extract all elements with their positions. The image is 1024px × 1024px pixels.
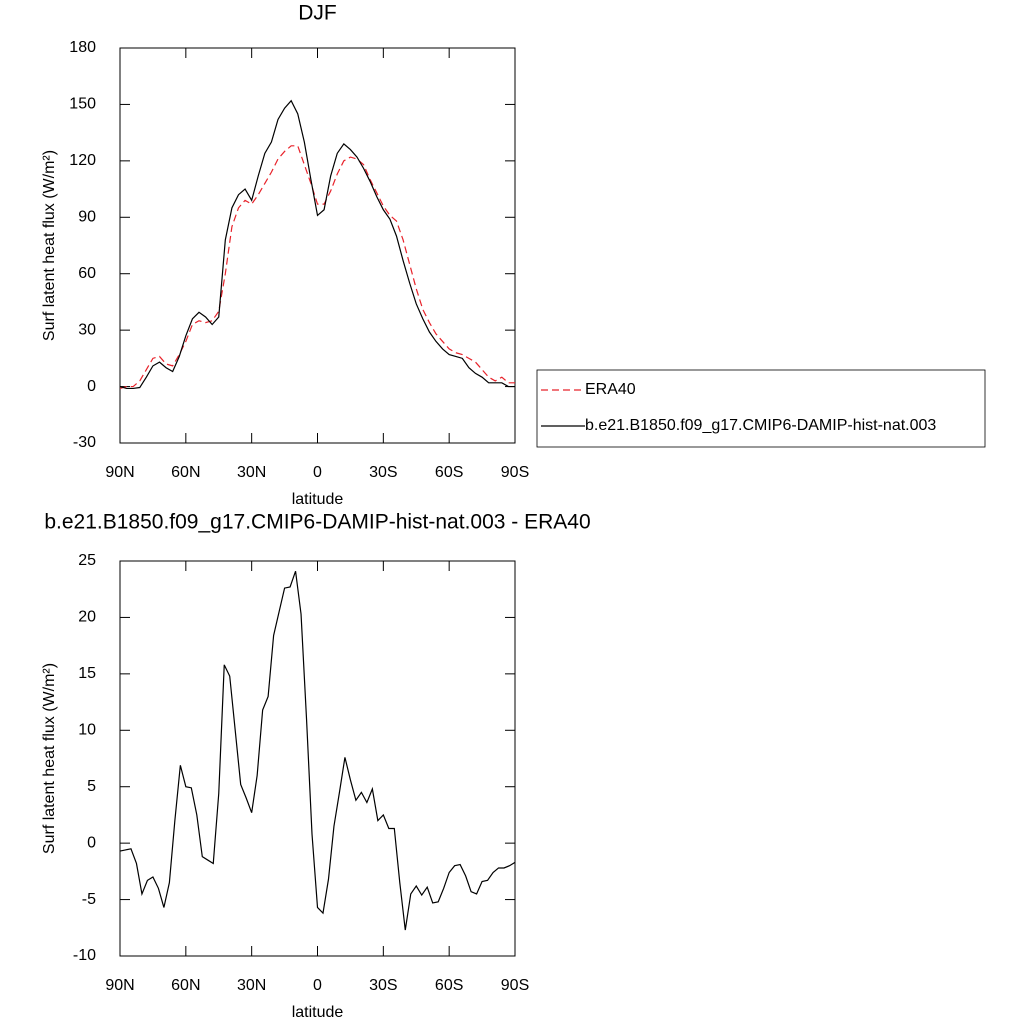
x-tick-label: 90S bbox=[501, 464, 529, 481]
y-tick-label: 0 bbox=[87, 834, 96, 851]
data-line bbox=[119, 145, 515, 390]
y-tick-label: 0 bbox=[87, 378, 96, 395]
y-tick-label: 10 bbox=[78, 722, 96, 739]
x-tick-label: 0 bbox=[313, 977, 322, 994]
x-tick-label: 90N bbox=[105, 464, 134, 481]
x-tick-label: 30S bbox=[369, 464, 397, 481]
x-tick-label: 90S bbox=[501, 977, 529, 994]
y-tick-label: -10 bbox=[73, 947, 96, 964]
x-tick-label: 30N bbox=[237, 977, 266, 994]
chart-title: b.e21.B1850.f09_g17.CMIP6-DAMIP-hist-nat… bbox=[44, 511, 590, 534]
x-tick-label: 60N bbox=[171, 977, 200, 994]
y-tick-label: 15 bbox=[78, 665, 96, 682]
y-axis-label: Surf latent heat flux (W/m²) bbox=[41, 150, 58, 341]
y-tick-label: 25 bbox=[78, 552, 96, 569]
y-tick-label: -5 bbox=[82, 891, 96, 908]
y-tick-label: 120 bbox=[69, 152, 96, 169]
y-tick-label: 180 bbox=[69, 39, 96, 56]
y-tick-label: 20 bbox=[78, 609, 96, 626]
y-tick-label: -30 bbox=[73, 434, 96, 451]
legend-label: ERA40 bbox=[585, 381, 636, 398]
x-tick-label: 60N bbox=[171, 464, 200, 481]
x-tick-label: 60S bbox=[435, 977, 463, 994]
y-tick-label: 60 bbox=[78, 265, 96, 282]
legend-label: b.e21.B1850.f09_g17.CMIP6-DAMIP-hist-nat… bbox=[585, 417, 936, 434]
y-axis-label: Surf latent heat flux (W/m²) bbox=[41, 663, 58, 854]
legend-box bbox=[536, 369, 986, 448]
plot-frame bbox=[119, 560, 516, 957]
data-line bbox=[119, 99, 515, 390]
chart-title: DJF bbox=[298, 2, 337, 25]
y-tick-label: 5 bbox=[87, 778, 96, 795]
x-tick-label: 30N bbox=[237, 464, 266, 481]
x-tick-label: 90N bbox=[105, 977, 134, 994]
data-line bbox=[119, 570, 516, 931]
x-tick-label: 60S bbox=[435, 464, 463, 481]
y-tick-label: 90 bbox=[78, 209, 96, 226]
x-tick-label: 0 bbox=[313, 464, 322, 481]
x-axis-label: latitude bbox=[292, 1004, 344, 1021]
x-axis-label: latitude bbox=[292, 491, 344, 508]
y-tick-label: 150 bbox=[69, 96, 96, 113]
plot-frame bbox=[119, 47, 516, 444]
y-tick-label: 30 bbox=[78, 321, 96, 338]
x-tick-label: 30S bbox=[369, 977, 397, 994]
